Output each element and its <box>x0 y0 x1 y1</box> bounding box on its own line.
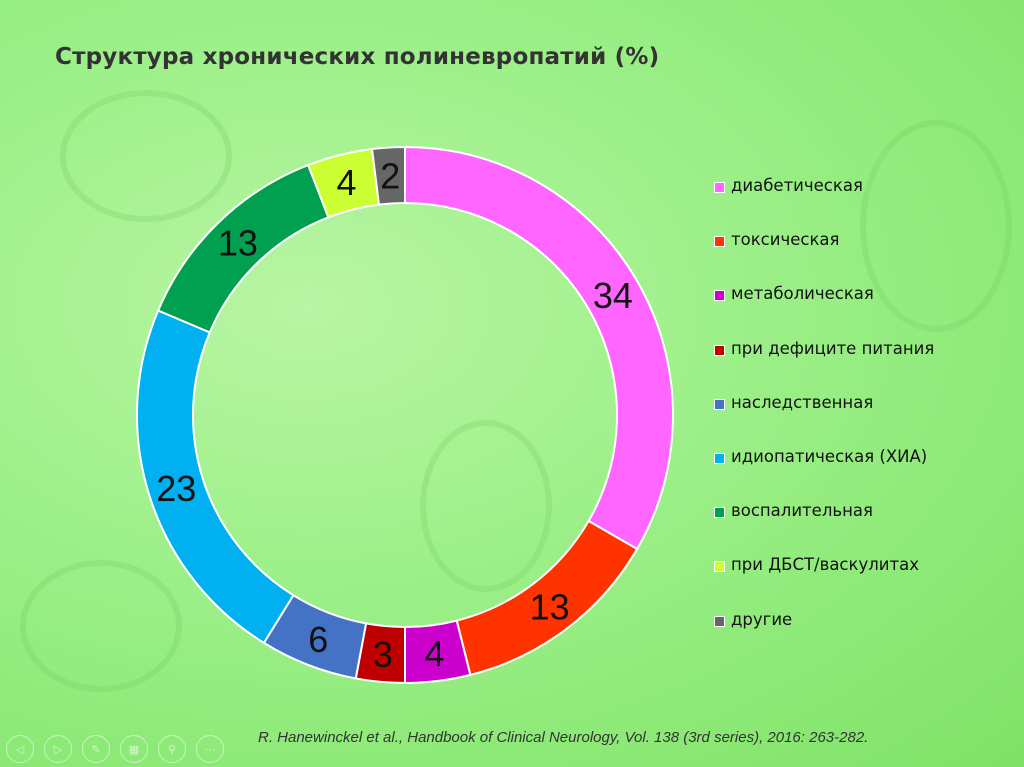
zoom-icon[interactable]: ⚲ <box>158 735 186 763</box>
donut-segment-9 <box>370 145 406 206</box>
data-label: 13 <box>218 223 258 264</box>
background-texture <box>420 420 552 592</box>
legend-swatch <box>714 344 725 356</box>
legend-label: идиопатическая (ХИА) <box>731 446 928 466</box>
data-label: 4 <box>336 162 356 203</box>
legend-label: другие <box>731 609 793 629</box>
data-label: 13 <box>530 587 570 628</box>
legend-label: воспалительная <box>731 501 873 521</box>
background-texture <box>20 560 182 692</box>
pen-icon[interactable]: ✎ <box>82 735 110 763</box>
legend-item: другие <box>714 610 934 664</box>
legend-swatch <box>714 182 725 193</box>
slides-icon[interactable]: ▦ <box>120 735 148 763</box>
next-icon[interactable]: ▷ <box>44 735 72 763</box>
slide-title: Структура хронических полиневропатий (%) <box>55 44 660 70</box>
legend-label: токсическая <box>731 230 840 250</box>
chart-legend: диабетическая токсическая метаболическая пр… <box>714 176 934 664</box>
legend-item: наследственная <box>714 393 934 447</box>
legend-item: токсическая <box>714 230 934 284</box>
legend-swatch <box>714 290 725 302</box>
legend-swatch <box>714 398 725 410</box>
more-icon[interactable]: ⋯ <box>196 735 224 763</box>
legend-swatch <box>714 236 725 248</box>
citation: R. Hanewinckel et al., Handbook of Clini… <box>258 729 869 746</box>
legend-swatch <box>714 507 725 519</box>
legend-label: при ДБСТ/васкулитах <box>731 555 919 575</box>
legend-label: наследственная <box>731 392 874 412</box>
donut-segment-1 <box>404 145 674 551</box>
legend-swatch <box>714 452 725 464</box>
legend-item: при ДБСТ/васкулитах <box>714 555 934 609</box>
background-texture <box>60 90 232 222</box>
legend-label: метаболическая <box>731 284 874 304</box>
legend-item: воспалительная <box>714 501 934 555</box>
data-label: 4 <box>424 633 444 674</box>
data-label: 2 <box>380 155 400 196</box>
prev-icon[interactable]: ◁ <box>6 735 34 763</box>
data-label: 6 <box>308 619 328 660</box>
legend-swatch <box>714 561 725 573</box>
background-texture <box>860 120 1012 332</box>
legend-item: метаболическая <box>714 284 934 338</box>
data-label: 23 <box>156 468 196 509</box>
slide-nav-toolbar: ◁ ▷ ✎ ▦ ⚲ ⋯ <box>6 735 224 763</box>
legend-item: диабетическая <box>714 176 934 230</box>
legend-label: при дефиците питания <box>731 338 935 358</box>
data-label: 3 <box>373 634 393 675</box>
legend-label: диабетическая <box>731 176 863 195</box>
legend-swatch <box>714 615 725 627</box>
legend-item: при дефиците питания <box>714 339 934 393</box>
legend-item: идиопатическая (ХИА) <box>714 447 934 501</box>
data-label: 34 <box>593 275 633 316</box>
